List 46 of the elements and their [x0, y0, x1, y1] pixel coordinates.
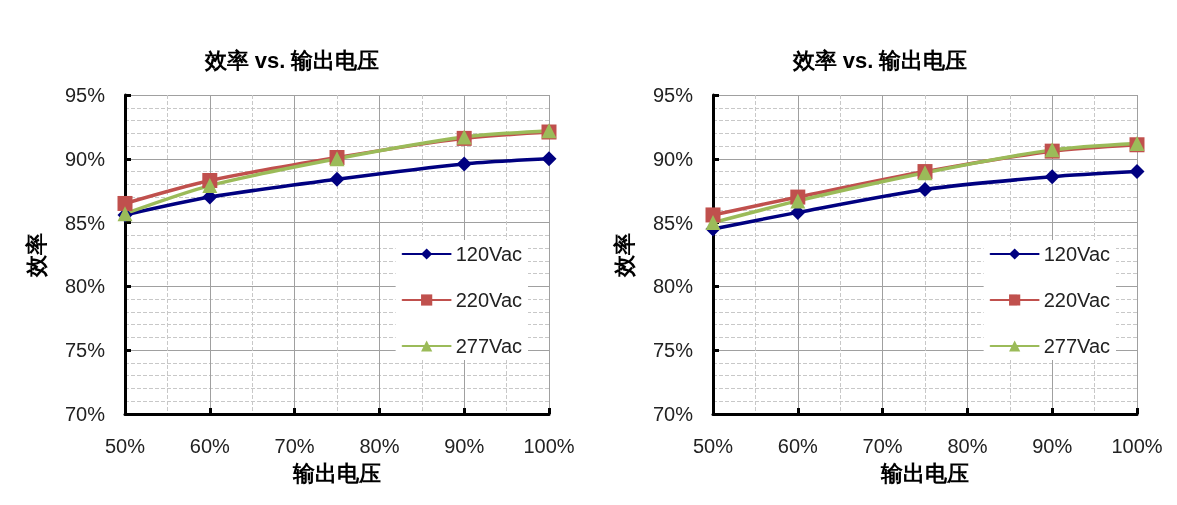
- x-tick-label: 60%: [777, 435, 819, 457]
- legend-label: 277Vac: [1043, 335, 1111, 357]
- x-tick-label: 80%: [359, 435, 400, 457]
- legend-label: 120Vac: [1043, 243, 1111, 265]
- y-axis-title: 效率: [23, 232, 49, 278]
- x-tick-label: 50%: [692, 435, 734, 457]
- y-tick-label: 85%: [64, 211, 106, 234]
- x-tick-label: 100%: [1111, 435, 1163, 457]
- x-tick-label: 50%: [104, 435, 146, 457]
- point: [917, 181, 933, 197]
- y-tick-label: 90%: [64, 147, 106, 170]
- legend-label: 277Vac: [455, 335, 523, 357]
- x-tick-label: 90%: [444, 435, 485, 457]
- point: [117, 195, 133, 211]
- x-tick-label: 60%: [189, 435, 231, 457]
- point: [329, 171, 345, 187]
- y-axis-title: 效率: [611, 232, 637, 278]
- y-tick-label: 80%: [652, 275, 694, 298]
- x-tick-label: 70%: [274, 435, 315, 457]
- chart-title: 效率 vs. 输出电压: [791, 47, 968, 73]
- point: [202, 178, 218, 194]
- y-tick-label: 85%: [652, 211, 694, 234]
- legend-label: 220Vac: [1043, 289, 1111, 311]
- point: [541, 151, 557, 167]
- y-tick-label: 75%: [652, 339, 694, 362]
- point: [456, 156, 472, 172]
- point: [1129, 164, 1145, 180]
- x-axis-title: 输出电压: [880, 460, 969, 486]
- legend-label: 120Vac: [455, 243, 523, 265]
- x-axis-title: 输出电压: [292, 460, 381, 486]
- y-tick-label: 95%: [64, 84, 106, 106]
- chart-title: 效率 vs. 输出电压: [203, 47, 380, 73]
- x-tick-label: 80%: [947, 435, 988, 457]
- y-tick-label: 75%: [64, 339, 106, 362]
- x-tick-label: 100%: [523, 435, 575, 457]
- legend-label: 220Vac: [455, 289, 523, 311]
- y-tick-label: 70%: [652, 403, 694, 425]
- point: [705, 215, 721, 231]
- point: [1044, 169, 1060, 185]
- y-tick-label: 70%: [64, 403, 106, 425]
- y-tick-label: 95%: [652, 84, 694, 106]
- x-tick-label: 90%: [1032, 435, 1073, 457]
- y-tick-label: 80%: [64, 275, 106, 298]
- x-tick-label: 70%: [862, 435, 903, 457]
- point: [790, 193, 806, 209]
- y-tick-label: 90%: [652, 147, 694, 170]
